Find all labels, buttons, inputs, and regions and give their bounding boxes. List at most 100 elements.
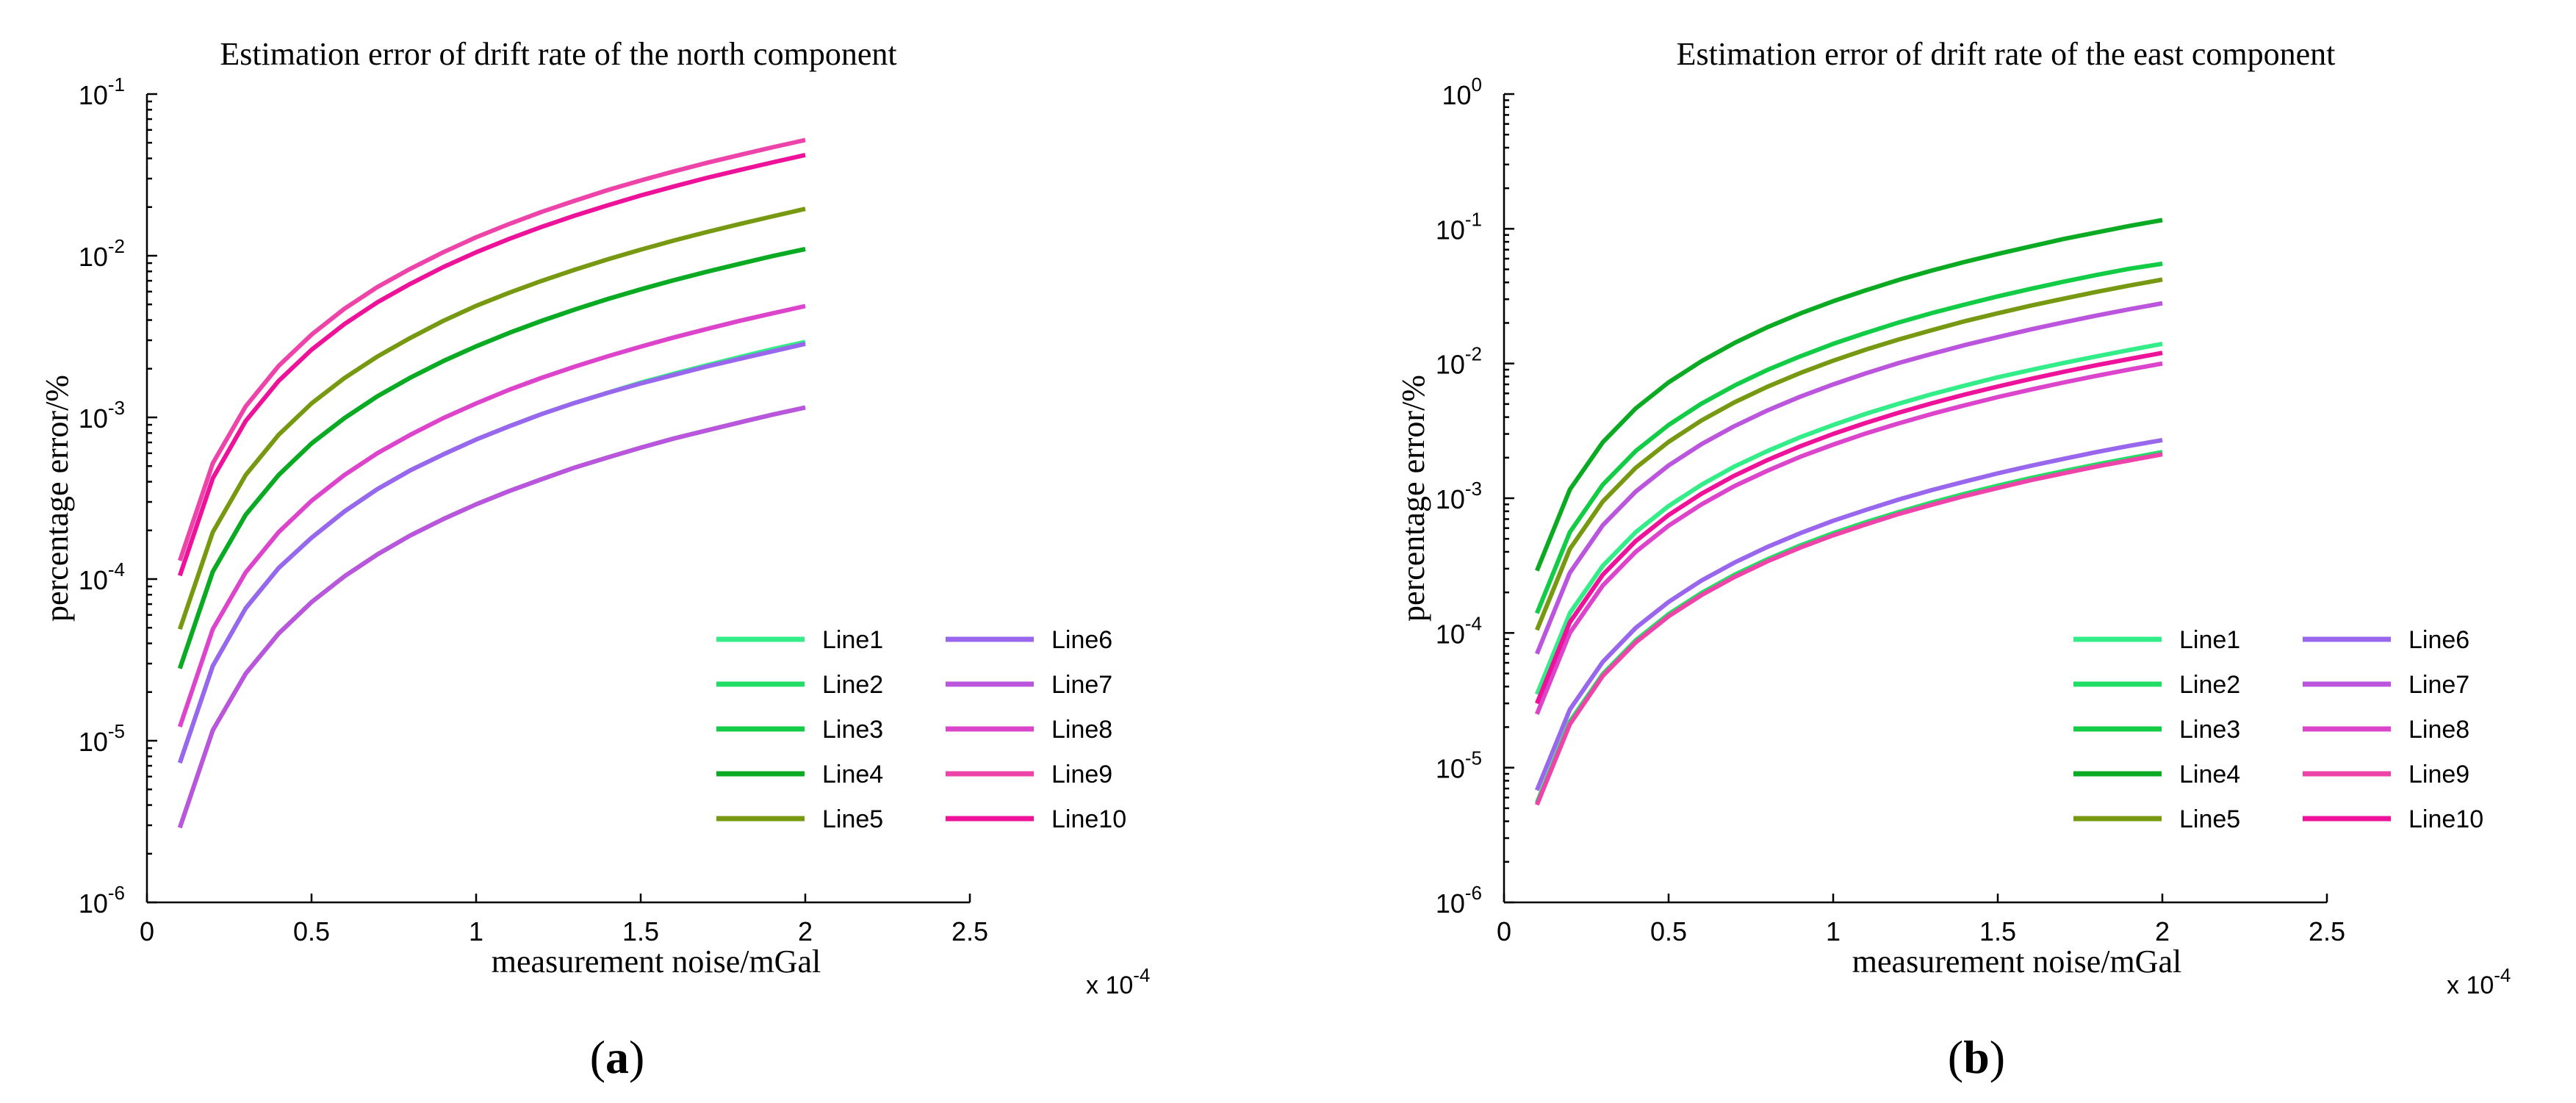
y-tick-label: 10-3 xyxy=(79,397,125,434)
legend-label: Line5 xyxy=(2179,805,2240,833)
legend-label: Line8 xyxy=(1051,716,1112,744)
y-tick-label: 10-5 xyxy=(1436,747,1482,784)
series-line-line4 xyxy=(177,246,806,669)
panel-letter: b xyxy=(1963,1031,1990,1083)
y-axis-label: percentage error/% xyxy=(39,375,75,622)
x-axis-label: measurement noise/mGal xyxy=(492,944,821,980)
legend-label: Line1 xyxy=(2179,626,2240,654)
y-tick-label: 10-4 xyxy=(79,558,125,595)
y-tick-layer: 10-610-510-410-310-210-1 xyxy=(79,73,157,919)
legend-label: Line7 xyxy=(2408,671,2469,699)
legend-label: Line10 xyxy=(2408,805,2483,833)
series-line-line6 xyxy=(1535,437,2163,791)
series-line-line8 xyxy=(177,303,806,727)
plot-area xyxy=(147,94,970,902)
y-tick-exponent: -5 xyxy=(1465,747,1482,769)
y-tick-exponent: -5 xyxy=(108,720,125,742)
y-tick-base: 10 xyxy=(1436,484,1465,514)
legend-label: Line9 xyxy=(2408,761,2469,788)
y-tick-exponent: -1 xyxy=(108,73,125,96)
y-tick-base: 10 xyxy=(1436,619,1465,649)
x-tick-label: 0 xyxy=(1497,916,1511,946)
legend-label: Line3 xyxy=(2179,716,2240,744)
x-scale-multiplier: x 10-4 xyxy=(1086,964,1150,999)
legend: Line1 Line2 Line3 Line4 Line5 Line6 Line7 Line8… xyxy=(716,626,1126,833)
series-line-line8 xyxy=(1535,361,2163,715)
x-tick-label: 2.5 xyxy=(2309,916,2345,946)
series-line-line1 xyxy=(1535,341,2163,696)
y-tick-label: 10-1 xyxy=(79,73,125,110)
y-tick-base: 10 xyxy=(1436,350,1465,380)
x-scale-base: x 10 xyxy=(1086,971,1133,999)
legend-label: Line10 xyxy=(1051,805,1126,833)
x-tick-label: 1 xyxy=(469,916,483,946)
y-tick-base: 10 xyxy=(79,242,108,272)
x-tick-layer: 0 0.5 1 1.5 2 2.5 xyxy=(1497,894,2345,946)
y-tick-label: 10-5 xyxy=(79,720,125,757)
y-tick-label: 10-1 xyxy=(1436,208,1482,245)
y-tick-exponent: -3 xyxy=(108,397,125,419)
panel-letter: a xyxy=(605,1031,629,1083)
y-tick-base: 10 xyxy=(79,403,108,434)
legend-label: Line6 xyxy=(2408,626,2469,654)
x-tick-label: 0.5 xyxy=(1650,916,1687,946)
y-tick-label: 10-3 xyxy=(1436,478,1482,514)
y-tick-exponent: -3 xyxy=(1465,478,1482,500)
legend-label: Line9 xyxy=(1051,761,1112,788)
legend-label: Line5 xyxy=(822,805,883,833)
legend-label: Line2 xyxy=(2179,671,2240,699)
y-tick-base: 10 xyxy=(1436,215,1465,245)
series-line-line5 xyxy=(1535,277,2163,631)
chart-panel-a: Estimation error of drift rate of the no… xyxy=(39,36,1150,1083)
y-tick-exponent: -4 xyxy=(1465,612,1482,634)
y-tick-base: 10 xyxy=(79,565,108,595)
series-line-line3 xyxy=(1535,261,2163,614)
series-line-line6 xyxy=(177,341,806,764)
x-scale-base: x 10 xyxy=(2447,971,2494,999)
y-tick-label: 10-4 xyxy=(1436,612,1482,649)
y-axis-label: percentage error/% xyxy=(1395,375,1431,622)
x-tick-label: 0.5 xyxy=(293,916,330,946)
series-line-line5 xyxy=(177,206,806,630)
series-layer xyxy=(177,137,806,829)
legend-label: Line4 xyxy=(2179,761,2240,788)
legend-label: Line7 xyxy=(1051,671,1112,699)
y-tick-exponent: 0 xyxy=(1472,73,1482,96)
y-tick-base: 10 xyxy=(1442,80,1471,110)
x-scale-exponent: -4 xyxy=(1133,964,1150,986)
y-tick-base: 10 xyxy=(1436,754,1465,784)
panel-label: (a) xyxy=(590,1031,645,1083)
legend-label: Line4 xyxy=(822,761,883,788)
series-line-line9 xyxy=(1535,452,2163,806)
y-tick-exponent: -6 xyxy=(108,882,125,904)
chart-title: Estimation error of drift rate of the ea… xyxy=(1677,36,2336,72)
y-tick-base: 10 xyxy=(1436,888,1465,919)
y-tick-label: 100 xyxy=(1442,73,1482,110)
series-line-line7 xyxy=(1535,301,2163,655)
y-tick-base: 10 xyxy=(79,80,108,110)
series-line-line7 xyxy=(177,405,806,829)
series-line-line9 xyxy=(177,137,806,561)
x-scale-exponent: -4 xyxy=(2494,964,2511,986)
y-tick-exponent: -4 xyxy=(108,558,125,581)
series-line-line10 xyxy=(1535,351,2163,705)
y-tick-base: 10 xyxy=(79,727,108,757)
x-tick-label: 2 xyxy=(2155,916,2170,946)
x-scale-multiplier: x 10-4 xyxy=(2447,964,2511,999)
y-tick-exponent: -2 xyxy=(108,235,125,257)
y-tick-base: 10 xyxy=(79,888,108,919)
x-tick-label: 1 xyxy=(1826,916,1841,946)
panel-label: (b) xyxy=(1948,1031,2005,1083)
x-tick-layer: 0 0.5 1 1.5 2 2.5 xyxy=(140,894,988,946)
legend: Line1 Line2 Line3 Line4 Line5 Line6 Line7 Line8… xyxy=(2073,626,2483,833)
series-line-line10 xyxy=(177,152,806,577)
legend-label: Line6 xyxy=(1051,626,1112,654)
x-tick-label: 1.5 xyxy=(622,916,659,946)
legend-label: Line3 xyxy=(822,716,883,744)
y-tick-exponent: -1 xyxy=(1465,208,1482,230)
x-tick-label: 2 xyxy=(798,916,813,946)
y-tick-label: 10-2 xyxy=(1436,343,1482,380)
series-layer xyxy=(1535,218,2163,806)
